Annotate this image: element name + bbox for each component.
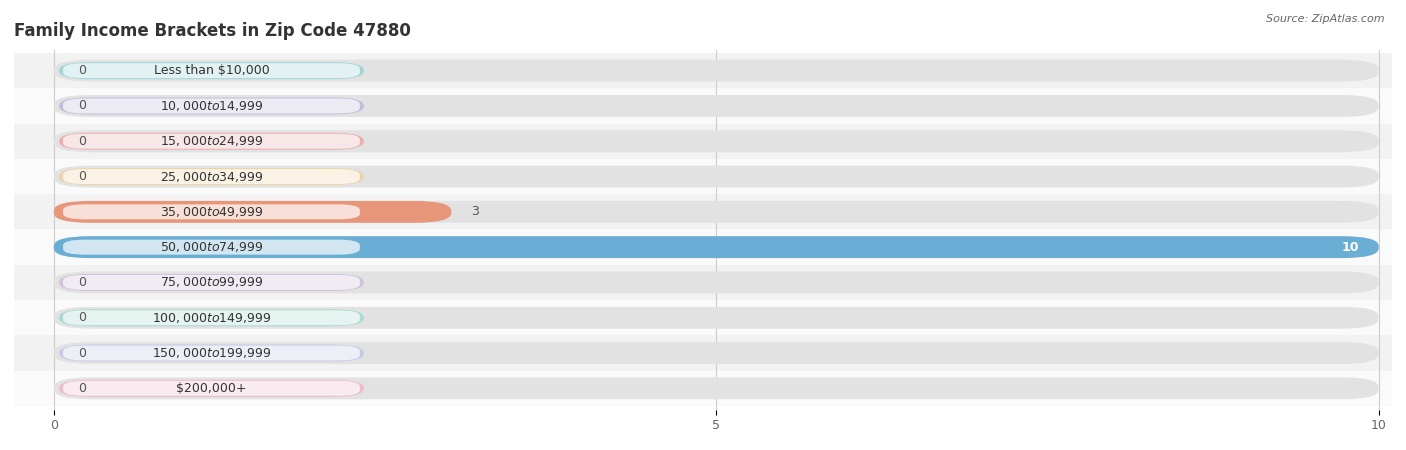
FancyBboxPatch shape	[59, 62, 364, 79]
FancyBboxPatch shape	[14, 159, 1406, 194]
Text: $50,000 to $74,999: $50,000 to $74,999	[160, 240, 263, 254]
FancyBboxPatch shape	[14, 124, 1406, 159]
FancyBboxPatch shape	[53, 60, 1379, 81]
Text: Family Income Brackets in Zip Code 47880: Family Income Brackets in Zip Code 47880	[14, 22, 411, 40]
FancyBboxPatch shape	[63, 169, 360, 184]
FancyBboxPatch shape	[53, 378, 1379, 399]
FancyBboxPatch shape	[59, 168, 364, 185]
Text: $200,000+: $200,000+	[176, 382, 246, 395]
FancyBboxPatch shape	[53, 201, 451, 223]
FancyBboxPatch shape	[53, 307, 1379, 328]
FancyBboxPatch shape	[59, 274, 364, 291]
FancyBboxPatch shape	[53, 201, 1379, 223]
Text: 0: 0	[77, 99, 86, 112]
Text: Less than $10,000: Less than $10,000	[153, 64, 270, 77]
FancyBboxPatch shape	[63, 240, 360, 255]
FancyBboxPatch shape	[59, 309, 364, 326]
Text: 3: 3	[471, 205, 479, 218]
Text: 0: 0	[77, 346, 86, 360]
FancyBboxPatch shape	[59, 133, 364, 150]
FancyBboxPatch shape	[14, 53, 1406, 88]
FancyBboxPatch shape	[14, 300, 1406, 335]
FancyBboxPatch shape	[59, 98, 364, 114]
FancyBboxPatch shape	[63, 134, 360, 149]
FancyBboxPatch shape	[53, 342, 1379, 364]
Text: 0: 0	[77, 170, 86, 183]
Text: $25,000 to $34,999: $25,000 to $34,999	[160, 170, 263, 184]
FancyBboxPatch shape	[14, 371, 1406, 406]
FancyBboxPatch shape	[63, 63, 360, 78]
Text: 10: 10	[1341, 241, 1358, 254]
FancyBboxPatch shape	[14, 335, 1406, 371]
Text: $100,000 to $149,999: $100,000 to $149,999	[152, 311, 271, 325]
Text: Source: ZipAtlas.com: Source: ZipAtlas.com	[1267, 14, 1385, 23]
Text: 0: 0	[77, 382, 86, 395]
FancyBboxPatch shape	[14, 265, 1406, 300]
FancyBboxPatch shape	[53, 271, 1379, 293]
FancyBboxPatch shape	[63, 275, 360, 290]
Text: $10,000 to $14,999: $10,000 to $14,999	[160, 99, 263, 113]
FancyBboxPatch shape	[53, 236, 1379, 258]
FancyBboxPatch shape	[53, 166, 1379, 188]
FancyBboxPatch shape	[53, 95, 1379, 117]
FancyBboxPatch shape	[63, 381, 360, 396]
FancyBboxPatch shape	[63, 204, 360, 219]
Text: 0: 0	[77, 276, 86, 289]
FancyBboxPatch shape	[63, 310, 360, 325]
FancyBboxPatch shape	[53, 236, 1379, 258]
Text: $75,000 to $99,999: $75,000 to $99,999	[160, 275, 263, 289]
FancyBboxPatch shape	[14, 194, 1406, 230]
Text: 0: 0	[77, 64, 86, 77]
FancyBboxPatch shape	[59, 238, 364, 256]
FancyBboxPatch shape	[59, 203, 364, 220]
FancyBboxPatch shape	[59, 345, 364, 361]
FancyBboxPatch shape	[59, 380, 364, 397]
Text: 0: 0	[77, 135, 86, 148]
FancyBboxPatch shape	[63, 99, 360, 113]
Text: 0: 0	[77, 311, 86, 324]
FancyBboxPatch shape	[14, 88, 1406, 124]
Text: $35,000 to $49,999: $35,000 to $49,999	[160, 205, 263, 219]
FancyBboxPatch shape	[63, 346, 360, 360]
FancyBboxPatch shape	[53, 130, 1379, 152]
Text: $150,000 to $199,999: $150,000 to $199,999	[152, 346, 271, 360]
FancyBboxPatch shape	[14, 230, 1406, 265]
Text: $15,000 to $24,999: $15,000 to $24,999	[160, 134, 263, 148]
